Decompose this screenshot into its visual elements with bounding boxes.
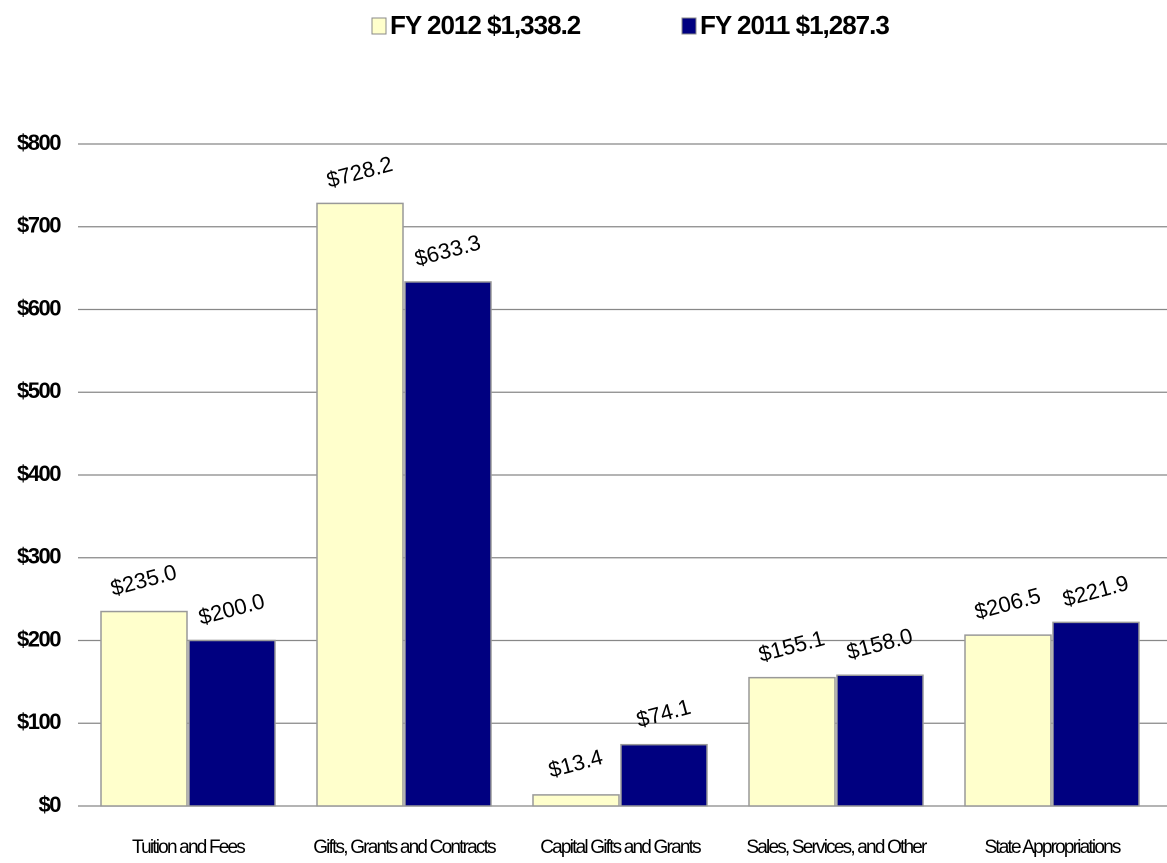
x-tick-label: Tuition and Fees bbox=[132, 837, 245, 858]
value-label: $221.9 bbox=[1060, 570, 1131, 612]
legend-label: FY 2012 $1,338.2 bbox=[390, 10, 581, 40]
value-label: $200.0 bbox=[196, 588, 267, 630]
y-tick-label: $400 bbox=[17, 461, 61, 486]
bar bbox=[404, 281, 492, 807]
y-tick-label: $500 bbox=[17, 378, 61, 403]
value-label: $155.1 bbox=[756, 625, 827, 667]
legend-label: FY 2011 $1,287.3 bbox=[700, 10, 889, 40]
y-tick-label: $0 bbox=[39, 792, 62, 817]
x-tick-label: Gifts, Grants and Contracts bbox=[313, 837, 496, 858]
x-tick-label: Capital Gifts and Grants bbox=[540, 837, 701, 858]
x-tick-label: State Appropriations bbox=[984, 837, 1120, 858]
legend-swatch bbox=[681, 17, 697, 35]
y-tick-label: $200 bbox=[17, 626, 61, 651]
value-label: $158.0 bbox=[844, 623, 915, 665]
value-label: $206.5 bbox=[972, 583, 1043, 625]
y-tick-label: $100 bbox=[17, 709, 61, 734]
value-label: $13.4 bbox=[546, 744, 606, 782]
bar bbox=[836, 674, 924, 807]
value-label: $74.1 bbox=[634, 694, 694, 732]
y-tick-label: $800 bbox=[17, 130, 61, 155]
bar bbox=[964, 634, 1052, 807]
value-label: $235.0 bbox=[108, 559, 179, 601]
y-tick-label: $600 bbox=[17, 295, 61, 320]
y-tick-label: $300 bbox=[17, 544, 61, 569]
bar bbox=[620, 743, 708, 807]
value-label: $728.2 bbox=[324, 151, 395, 193]
bar bbox=[1052, 621, 1140, 807]
legend-swatch bbox=[371, 17, 387, 35]
bar bbox=[748, 676, 836, 807]
y-tick-label: $700 bbox=[17, 213, 61, 238]
bar bbox=[100, 610, 188, 807]
bar bbox=[532, 794, 620, 807]
bar bbox=[316, 202, 404, 807]
x-tick-label: Sales, Services, and Other bbox=[746, 837, 928, 858]
bar bbox=[188, 639, 276, 807]
value-label: $633.3 bbox=[412, 230, 483, 272]
